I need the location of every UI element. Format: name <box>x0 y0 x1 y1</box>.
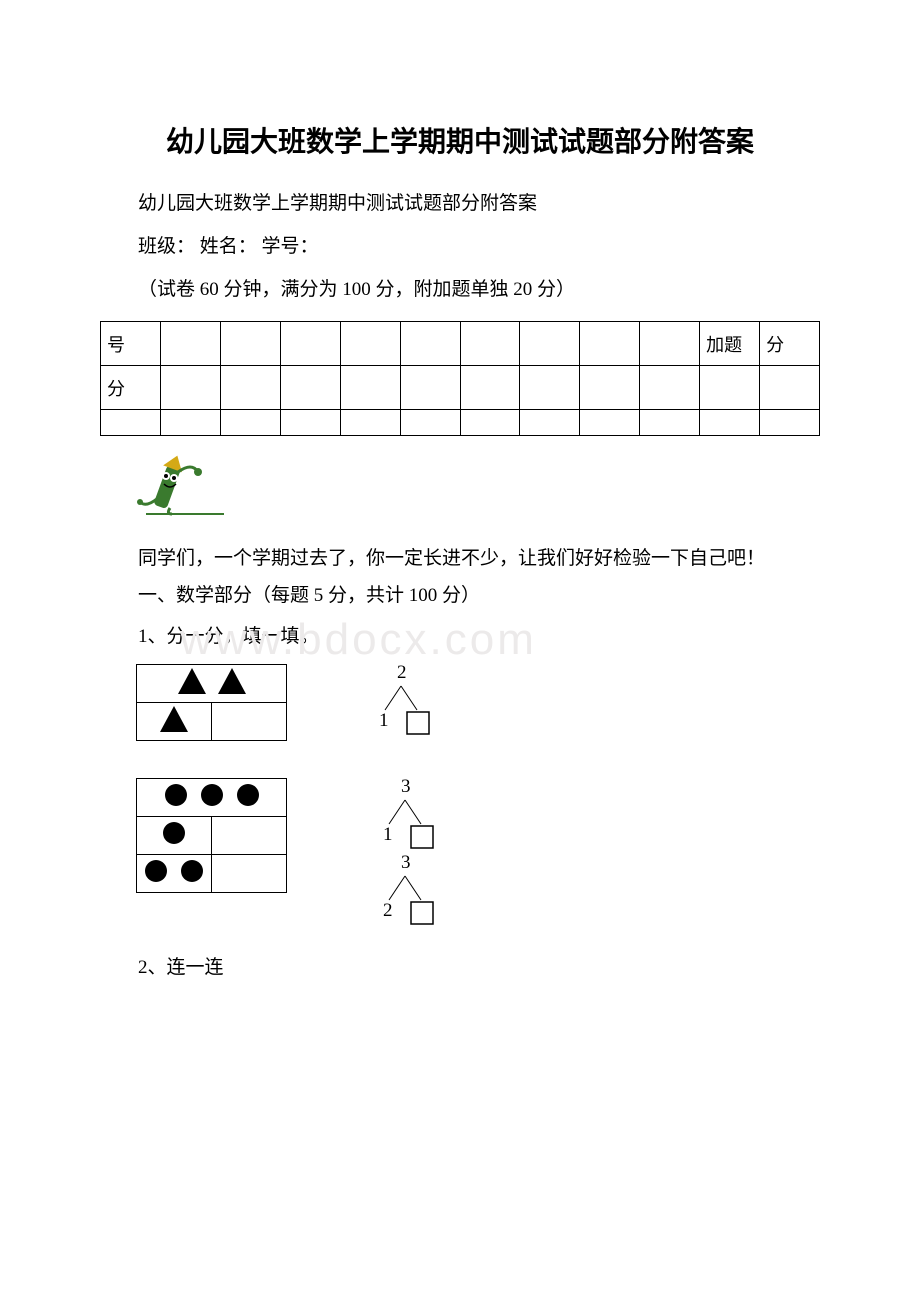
circle-icon <box>163 822 185 844</box>
branch-left-num: 2 <box>383 900 393 921</box>
table-row <box>101 410 820 436</box>
table-cell <box>340 322 400 366</box>
pencil-icon <box>136 454 820 529</box>
answer-box <box>411 826 433 848</box>
table-cell <box>340 410 400 436</box>
circle-split-box <box>136 778 287 893</box>
student-info-line: 班级： 姓名： 学号： <box>100 231 820 258</box>
table-cell <box>580 410 640 436</box>
table-cell <box>280 322 340 366</box>
branch-left-num: 1 <box>383 824 393 845</box>
intro-text: 同学们，一个学期过去了，你一定长进不少，让我们好好检验一下自己吧！ <box>100 543 820 570</box>
circle-icon <box>145 860 167 882</box>
circle-icon <box>165 784 187 806</box>
table-cell <box>580 322 640 366</box>
table-cell <box>640 322 700 366</box>
table-cell <box>520 366 580 410</box>
table-cell <box>520 410 580 436</box>
branch-top-num: 2 <box>397 664 407 683</box>
table-cell <box>340 366 400 410</box>
table-cell <box>161 322 221 366</box>
table-cell <box>700 410 760 436</box>
branch-top-num: 3 <box>401 852 411 873</box>
table-cell <box>760 410 820 436</box>
table-cell <box>580 366 640 410</box>
table-cell <box>101 410 161 436</box>
circle-icon <box>181 860 203 882</box>
section-heading: 一、数学部分（每题 5 分，共计 100 分） <box>100 580 820 607</box>
table-cell <box>400 366 460 410</box>
table-cell: 分 <box>760 322 820 366</box>
table-cell <box>760 366 820 410</box>
question-1: 1、分一分，填一填。 <box>100 621 820 648</box>
table-cell <box>400 322 460 366</box>
table-cell <box>460 366 520 410</box>
triangle-icon <box>218 668 246 694</box>
table-cell <box>161 410 221 436</box>
table-cell <box>161 366 221 410</box>
question-2: 2、连一连 <box>100 952 820 979</box>
circle-icon <box>237 784 259 806</box>
branch-top-num: 3 <box>401 778 411 797</box>
table-cell <box>220 410 280 436</box>
table-cell <box>700 366 760 410</box>
page-title: 幼儿园大班数学上学期期中测试试题部分附答案 <box>100 120 820 160</box>
figure-row-1: 2 1 <box>136 664 820 750</box>
table-cell <box>400 410 460 436</box>
exam-note: （试卷 60 分钟，满分为 100 分，附加题单独 20 分） <box>100 274 820 301</box>
triangle-icon <box>178 668 206 694</box>
table-cell <box>520 322 580 366</box>
table-cell <box>460 410 520 436</box>
page-content: 幼儿园大班数学上学期期中测试试题部分附答案 幼儿园大班数学上学期期中测试试题部分… <box>0 0 920 1055</box>
triangle-icon <box>160 706 188 732</box>
table-cell <box>280 366 340 410</box>
table-cell: 号 <box>101 322 161 366</box>
circle-icon <box>201 784 223 806</box>
number-branch-1: 2 1 <box>357 664 447 750</box>
table-cell <box>220 366 280 410</box>
table-cell <box>220 322 280 366</box>
table-row: 号 加题 分 <box>101 322 820 366</box>
answer-box <box>407 712 429 734</box>
answer-box <box>411 902 433 924</box>
table-cell <box>640 366 700 410</box>
table-cell: 加题 <box>700 322 760 366</box>
branch-left-num: 1 <box>379 710 389 731</box>
score-table: 号 加题 分 分 <box>100 321 820 436</box>
figure-row-2: 3 1 3 2 <box>136 778 820 934</box>
table-cell <box>460 322 520 366</box>
subtitle-text: 幼儿园大班数学上学期期中测试试题部分附答案 <box>100 188 820 215</box>
number-branch-2: 3 1 3 2 <box>357 778 457 934</box>
table-cell <box>640 410 700 436</box>
table-cell <box>280 410 340 436</box>
table-cell: 分 <box>101 366 161 410</box>
table-row: 分 <box>101 366 820 410</box>
triangle-split-box <box>136 664 287 741</box>
